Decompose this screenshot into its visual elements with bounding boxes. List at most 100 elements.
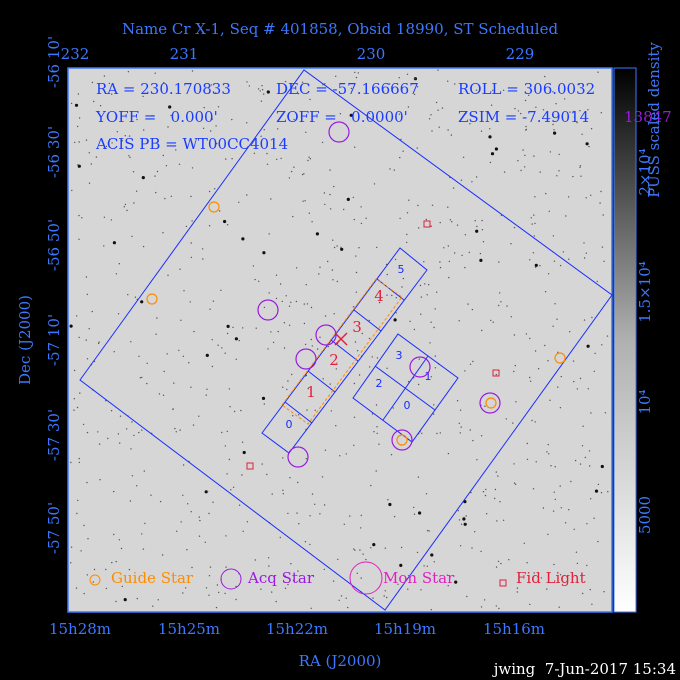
star xyxy=(590,498,592,500)
star xyxy=(261,85,263,87)
star xyxy=(484,405,486,407)
star xyxy=(531,223,533,225)
star xyxy=(277,330,279,333)
star xyxy=(346,197,350,201)
star xyxy=(347,606,349,609)
star xyxy=(486,513,488,515)
star xyxy=(73,398,76,400)
star xyxy=(458,320,460,322)
star xyxy=(526,562,528,564)
star xyxy=(235,585,237,588)
star xyxy=(205,394,207,396)
star xyxy=(275,297,278,300)
star xyxy=(336,280,338,283)
star xyxy=(343,523,345,525)
star xyxy=(418,227,420,229)
star xyxy=(600,112,602,114)
star xyxy=(439,266,442,269)
star xyxy=(589,465,591,467)
star xyxy=(370,484,372,487)
star xyxy=(443,247,445,249)
star xyxy=(575,551,578,553)
star xyxy=(113,533,115,536)
star xyxy=(576,122,578,124)
star xyxy=(324,83,326,85)
star xyxy=(534,222,536,225)
star xyxy=(386,596,388,599)
star xyxy=(535,461,537,463)
star xyxy=(419,284,422,287)
star xyxy=(154,72,156,74)
star xyxy=(416,86,419,88)
star xyxy=(270,331,272,333)
star xyxy=(130,341,132,343)
star xyxy=(292,215,294,218)
star xyxy=(495,373,497,376)
star xyxy=(365,217,367,219)
star xyxy=(172,408,174,411)
star xyxy=(142,548,145,550)
star xyxy=(203,106,205,109)
star xyxy=(204,490,208,494)
star xyxy=(340,247,344,251)
star xyxy=(489,128,491,130)
star xyxy=(223,219,227,224)
bottom-tick-label: 15h22m xyxy=(266,620,328,638)
star xyxy=(238,504,241,506)
star xyxy=(413,328,416,331)
star xyxy=(113,490,115,493)
star xyxy=(324,203,326,206)
star xyxy=(545,192,547,195)
star xyxy=(552,510,555,512)
star xyxy=(157,599,159,601)
star xyxy=(542,507,545,509)
star xyxy=(303,303,305,305)
star xyxy=(430,376,432,378)
star xyxy=(503,171,506,173)
star xyxy=(292,415,294,417)
star xyxy=(332,239,334,241)
star xyxy=(432,413,435,415)
star xyxy=(437,109,439,111)
star xyxy=(601,344,603,346)
star xyxy=(155,333,157,335)
star xyxy=(369,366,371,368)
star xyxy=(553,491,555,493)
star xyxy=(557,351,559,353)
star xyxy=(414,78,416,80)
chip-label: 2 xyxy=(376,377,383,390)
star xyxy=(182,592,184,594)
star xyxy=(306,409,308,411)
star xyxy=(370,547,372,549)
star xyxy=(208,512,210,515)
star xyxy=(567,196,570,198)
star xyxy=(588,450,591,452)
star xyxy=(167,126,169,128)
legend-label: Guide Star xyxy=(111,569,194,587)
star xyxy=(202,127,205,129)
star xyxy=(524,99,527,102)
star xyxy=(330,410,332,412)
star xyxy=(131,475,134,477)
star xyxy=(158,393,161,395)
star xyxy=(306,303,309,305)
star xyxy=(502,89,505,92)
star xyxy=(448,276,450,279)
star xyxy=(307,159,309,162)
star xyxy=(508,559,510,561)
star xyxy=(434,308,436,310)
star xyxy=(426,565,428,567)
star xyxy=(340,246,342,248)
star xyxy=(397,583,399,585)
star xyxy=(174,427,176,430)
star xyxy=(542,109,545,111)
star xyxy=(399,563,403,568)
star xyxy=(386,294,388,296)
star xyxy=(78,461,81,464)
star xyxy=(339,455,341,457)
star xyxy=(495,471,497,473)
star xyxy=(572,110,574,113)
star xyxy=(86,358,89,360)
star xyxy=(534,87,537,89)
star xyxy=(418,358,420,360)
